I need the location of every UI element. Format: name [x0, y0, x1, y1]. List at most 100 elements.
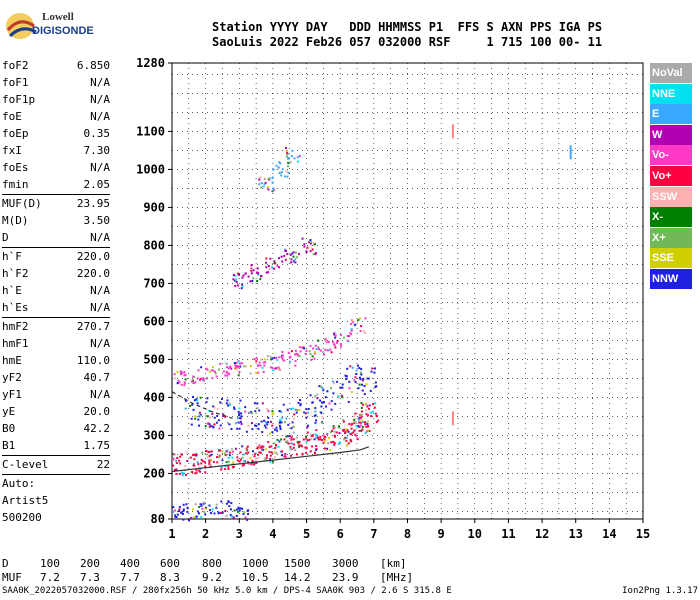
table-cell: 8.3	[160, 571, 180, 584]
echo-point	[249, 365, 252, 368]
echo-point	[249, 280, 252, 283]
param-row: h`E N/A	[2, 282, 110, 299]
echo-point	[352, 431, 355, 434]
echo-point	[231, 466, 234, 469]
echo-point	[231, 450, 234, 453]
row-label: D	[2, 557, 9, 570]
echo-point	[290, 437, 293, 440]
echo-point	[365, 413, 368, 416]
echo-point	[238, 460, 241, 463]
echo-point	[273, 267, 276, 270]
echo-point	[290, 261, 293, 264]
echo-point	[307, 407, 310, 410]
echo-point	[214, 372, 217, 375]
echo-point	[326, 447, 329, 450]
echo-point	[180, 471, 183, 474]
param-row: hmE 110.0	[2, 352, 110, 369]
echo-point	[253, 358, 256, 361]
echo-point	[333, 434, 336, 437]
echo-point	[290, 161, 293, 164]
echo-point	[329, 431, 332, 434]
param-name: D	[2, 231, 9, 244]
echo-point	[200, 503, 203, 506]
param-name: fxI	[2, 144, 22, 157]
echo-point	[242, 463, 245, 466]
echo-point	[362, 330, 365, 333]
y-tick-label: 900	[143, 200, 165, 214]
echo-point	[267, 416, 270, 419]
echo-point	[255, 424, 258, 427]
echo-point	[176, 370, 179, 373]
echo-point	[285, 441, 288, 444]
echo-point	[212, 369, 215, 372]
echo-point	[276, 358, 279, 361]
param-value: N/A	[90, 93, 110, 106]
echo-point	[232, 274, 235, 277]
echo-point	[299, 404, 302, 407]
echo-point	[250, 463, 253, 466]
echo-point	[321, 439, 324, 442]
echo-point	[236, 459, 239, 462]
echo-point	[317, 339, 320, 342]
echo-point	[180, 383, 183, 386]
echo-point	[174, 514, 177, 517]
echo-point	[305, 440, 308, 443]
echo-point	[364, 432, 367, 435]
echo-point	[220, 500, 223, 503]
echo-point	[291, 252, 294, 255]
echo-point	[308, 438, 311, 441]
table-cell: 400	[120, 557, 140, 570]
echo-point	[338, 432, 341, 435]
echo-point	[291, 149, 294, 152]
echo-point	[204, 425, 207, 428]
echo-point	[226, 366, 229, 369]
x-tick-label: 3	[236, 527, 243, 541]
echo-point	[261, 366, 264, 369]
echo-point	[182, 384, 185, 387]
echo-point	[342, 420, 345, 423]
echo-point	[267, 410, 270, 413]
echo-point	[278, 409, 281, 412]
echo-point	[286, 253, 289, 256]
legend-entry: X+	[650, 227, 692, 248]
echo-point	[251, 459, 254, 462]
echo-point	[229, 451, 232, 454]
echo-point	[289, 253, 292, 256]
echo-point	[228, 423, 231, 426]
echo-point	[305, 437, 308, 440]
echo-point	[313, 452, 316, 455]
echo-point	[315, 434, 318, 437]
echo-point	[339, 343, 342, 346]
echo-point	[277, 356, 280, 359]
echo-point	[284, 453, 287, 456]
echo-point	[364, 423, 367, 426]
echo-point	[250, 272, 253, 275]
echo-point	[245, 365, 248, 368]
echo-point	[354, 376, 357, 379]
echo-point	[322, 434, 325, 437]
echo-point	[239, 507, 242, 510]
param-row: h`Es N/A	[2, 299, 110, 316]
echo-point	[298, 409, 301, 412]
echo-point	[242, 274, 245, 277]
echo-point	[294, 349, 297, 352]
echo-point	[293, 157, 296, 160]
echo-point	[357, 425, 360, 428]
echo-point	[241, 283, 244, 286]
param-name: foF2	[2, 59, 29, 72]
echo-point	[333, 331, 336, 334]
echo-point	[225, 515, 228, 518]
echo-point	[236, 365, 239, 368]
param-value: 1.75	[83, 439, 111, 452]
param-value: 42.2	[83, 422, 111, 435]
echo-point	[340, 345, 343, 348]
echo-point	[208, 416, 211, 419]
echo-point	[373, 371, 376, 374]
echo-point	[332, 440, 335, 443]
param-name: hmE	[2, 354, 22, 367]
echo-point	[285, 149, 288, 152]
echo-point	[177, 379, 180, 382]
echo-point	[270, 445, 273, 448]
echo-point	[193, 399, 196, 402]
marker-point	[451, 411, 454, 426]
